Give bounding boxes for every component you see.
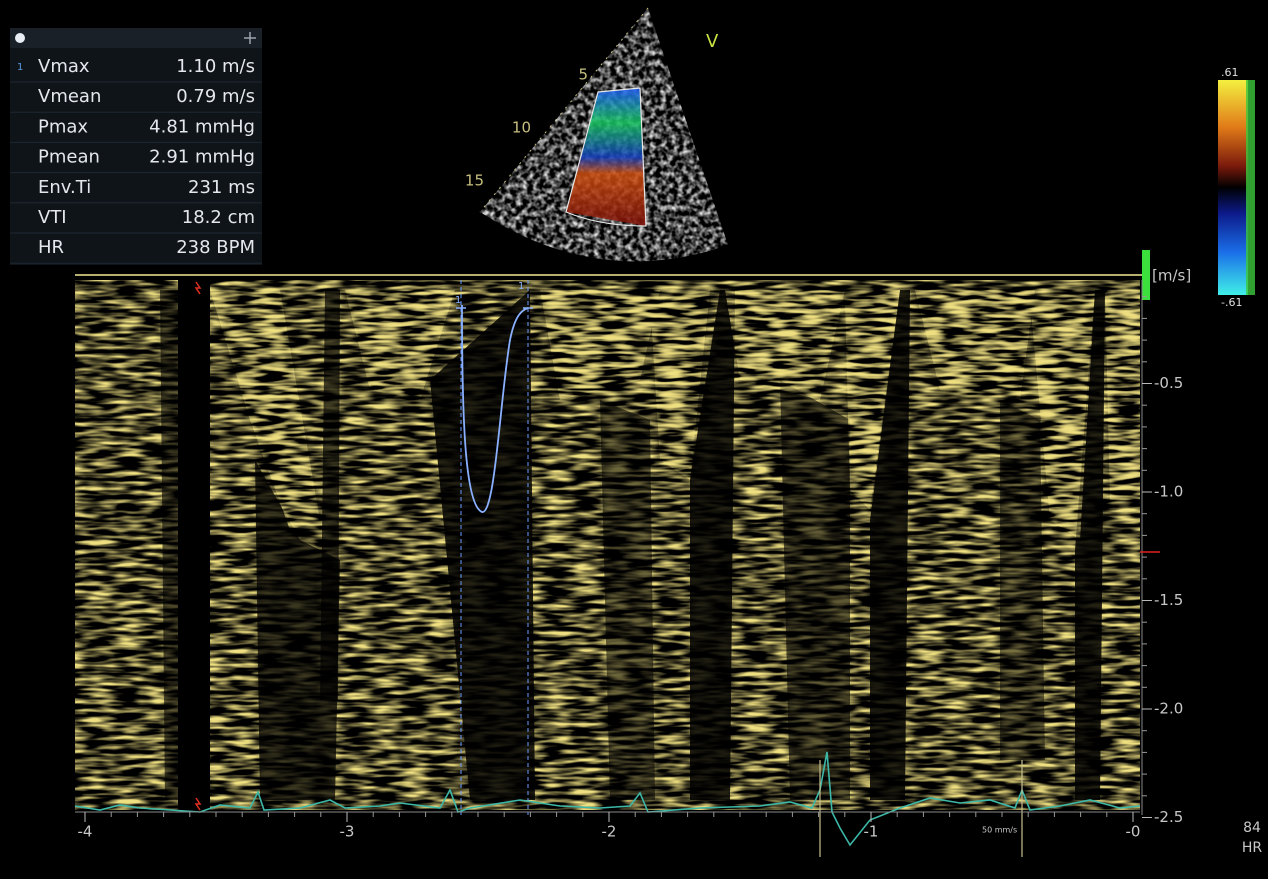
measurement-value: 1.10 m/s — [176, 56, 255, 77]
velocity-ticks: -0.5 -1.0 -1.5 -2.0 -2.5 — [1142, 297, 1183, 826]
depth-label: 15 — [465, 172, 484, 190]
sweep-speed: 50 mm/s — [982, 826, 1017, 835]
measurement-label: Env.Ti — [38, 177, 91, 198]
peak — [1105, 290, 1140, 500]
gap — [178, 280, 210, 810]
time-tick-label: -4 — [78, 823, 93, 841]
measurement-label: VTI — [38, 207, 67, 228]
gap — [780, 380, 850, 800]
velocity-tick-label: -1.0 — [1154, 483, 1183, 501]
velocity-tick-label: -1.5 — [1154, 591, 1183, 609]
row-index: 1 — [17, 62, 23, 73]
color-bar — [1218, 80, 1248, 295]
velocity-tick-label: -2.5 — [1154, 808, 1183, 826]
depth-label: 10 — [512, 119, 531, 137]
measurement-label: HR — [38, 237, 64, 258]
orientation-marker: V — [706, 31, 719, 52]
color-scale-max: .61 — [1221, 66, 1239, 79]
spectral-display — [75, 280, 1140, 810]
depth-label: 5 — [578, 66, 588, 84]
baseline-handle[interactable] — [1142, 250, 1150, 300]
time-tick-label: -1 — [864, 823, 879, 841]
measurement-label: Pmean — [38, 147, 100, 168]
velocity-unit: [m/s] — [1152, 267, 1191, 285]
measurement-label: Vmean — [38, 86, 101, 107]
measurement-value: 231 ms — [188, 177, 255, 198]
velocity-tick-label: -2.0 — [1154, 700, 1183, 718]
gap — [1000, 400, 1045, 760]
collapse-icon[interactable] — [15, 33, 25, 43]
caliper-label: 1 — [518, 281, 524, 292]
time-tick-label: -3 — [340, 823, 355, 841]
heart-rate-label: HR — [1242, 840, 1263, 856]
time-tick-label: -0 — [1126, 823, 1141, 841]
measurement-value: 18.2 cm — [182, 207, 255, 228]
measurement-value: 4.81 mmHg — [149, 116, 255, 137]
ultrasound-screen: 1 Vmax 1.10 m/s Vmean 0.79 m/s Pmax 4.81 mmHg P… — [0, 0, 1268, 879]
measurement-value: 0.79 m/s — [176, 86, 255, 107]
panel-header — [10, 28, 262, 48]
velocity-tick-label: -0.5 — [1154, 374, 1183, 392]
heart-rate-value: 84 — [1243, 820, 1261, 836]
color-bar-edge — [1246, 80, 1255, 295]
measurement-label: Pmax — [38, 116, 88, 137]
measurement-label: Vmax — [38, 56, 90, 77]
color-scale-min: -.61 — [1221, 296, 1242, 309]
time-tick-label: -2 — [602, 823, 617, 841]
caliper-label: 1 — [455, 295, 461, 306]
measurement-value: 238 BPM — [176, 237, 255, 258]
measurement-value: 2.91 mmHg — [149, 147, 255, 168]
